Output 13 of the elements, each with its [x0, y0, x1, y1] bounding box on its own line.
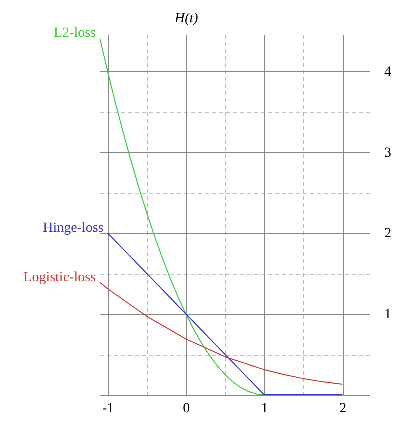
- line-series: [100, 282, 344, 385]
- y-tick-label: 2: [384, 226, 392, 242]
- x-tick-label: 1: [261, 402, 268, 416]
- y-tick-label: 1: [384, 308, 392, 323]
- y-tick-label: 4: [384, 64, 392, 80]
- x-tick-label: 0: [183, 402, 190, 416]
- x-tick-label: 2: [340, 402, 347, 416]
- series-label: Hinge-loss: [43, 221, 104, 236]
- series-label: Logistic-loss: [24, 270, 96, 286]
- series-label: L2-loss: [54, 26, 96, 42]
- y-axis-title: H(t): [174, 12, 199, 26]
- x-tick-label: -1: [102, 402, 114, 416]
- y-tick-label: 3: [384, 146, 392, 161]
